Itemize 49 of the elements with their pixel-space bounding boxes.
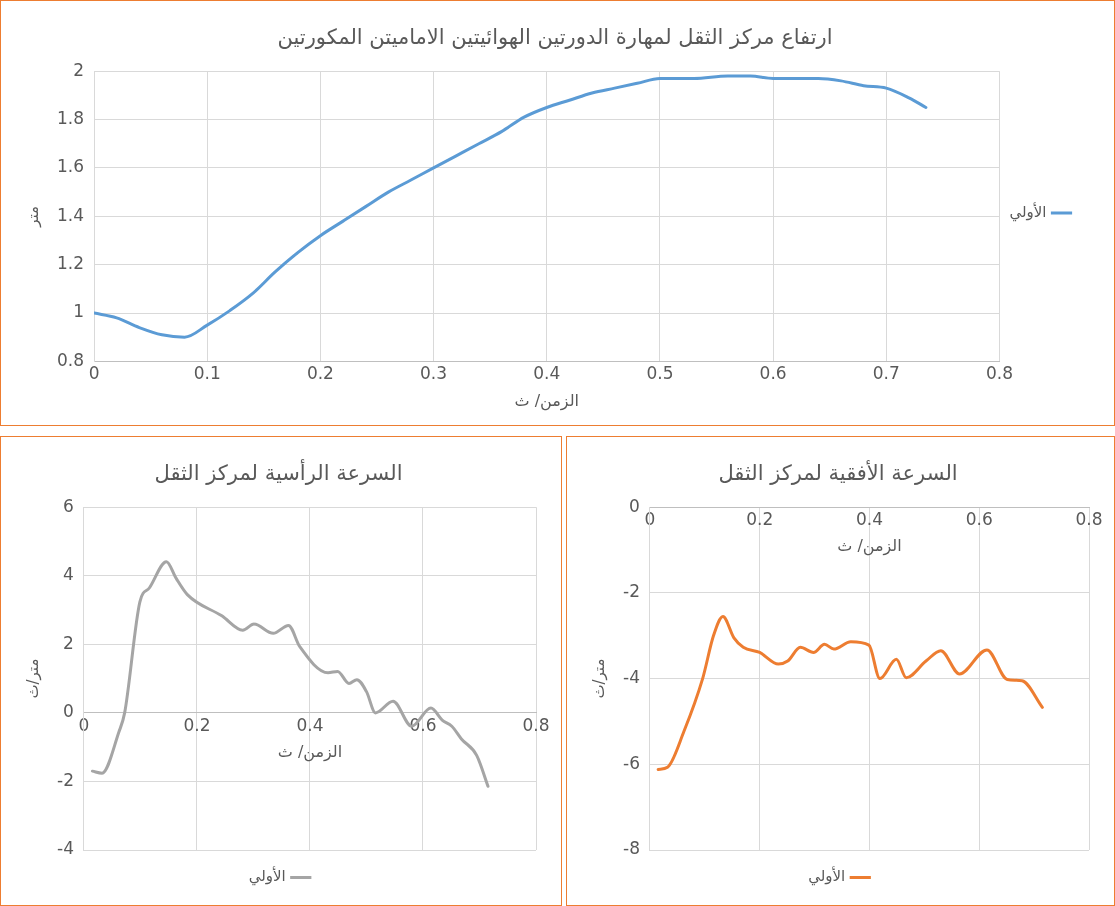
x-tick-label: 0.4: [296, 714, 324, 735]
y-tick-label: -6: [623, 752, 640, 773]
x-tick-label: 0.8: [1075, 508, 1103, 529]
y-tick-label: -2: [57, 769, 74, 790]
chart-title: السرعة الرأسية لمركز الثقل: [154, 459, 403, 486]
y-axis-title: متر/ث: [589, 658, 608, 699]
x-tick-label: 0.4: [855, 508, 883, 529]
x-tick-label: 0.8: [522, 714, 550, 735]
y-tick-label: 1: [73, 301, 85, 322]
y-tick-label: 0: [63, 701, 74, 722]
y-tick-label: 1.2: [56, 253, 85, 274]
line-series: [94, 74, 928, 339]
legend-label: الأولي: [248, 866, 286, 887]
x-tick-label: 0.3: [420, 363, 448, 384]
x-tick-label: 0.6: [759, 363, 787, 384]
y-tick-label: 4: [63, 564, 74, 585]
x-tick-label: 0.4: [533, 363, 561, 384]
chart-title: السرعة الأفقية لمركز الثقل: [718, 460, 958, 486]
x-axis-title: الزمن/ ث: [277, 742, 343, 763]
y-tick-label: 6: [63, 495, 74, 516]
line-series: [656, 614, 1044, 771]
x-tick-label: 0: [88, 363, 100, 384]
x-axis-title: الزمن/ ث: [514, 390, 579, 411]
y-tick-label: 2: [73, 59, 85, 80]
y-tick-label: -4: [623, 667, 640, 688]
x-axis-title: الزمن/ ث: [837, 536, 902, 557]
y-tick-label: -2: [623, 581, 640, 602]
y-tick-label: 1.8: [56, 107, 85, 128]
x-tick-label: 0.6: [965, 508, 993, 529]
line-series: [90, 560, 490, 788]
x-tick-label: 0.2: [746, 508, 774, 529]
y-tick-label: -8: [623, 838, 640, 859]
x-tick-label: 0.5: [646, 363, 674, 384]
x-tick-label: 0.7: [872, 363, 900, 384]
y-tick-label: 1.6: [56, 156, 85, 177]
x-tick-label: 0.8: [985, 363, 1013, 384]
y-axis-title: متر/ث: [23, 658, 42, 699]
legend-label: الأولي: [808, 866, 846, 887]
y-axis-title: متر: [23, 205, 42, 228]
x-tick-label: 0.2: [183, 714, 211, 735]
y-tick-label: 2: [63, 632, 74, 653]
legend-label: الأولي: [1009, 201, 1047, 222]
y-tick-label: -4: [57, 838, 74, 859]
y-tick-label: 1.4: [56, 204, 85, 225]
y-tick-label: 0.8: [56, 349, 85, 370]
x-tick-label: 0.1: [193, 363, 221, 384]
y-tick-label: 0: [629, 495, 640, 516]
x-tick-label: 0.2: [306, 363, 334, 384]
chart-title: ارتفاع مركز الثقل لمهارة الدورتين الهوائيتين الاماميتن المكورتين: [277, 25, 833, 50]
